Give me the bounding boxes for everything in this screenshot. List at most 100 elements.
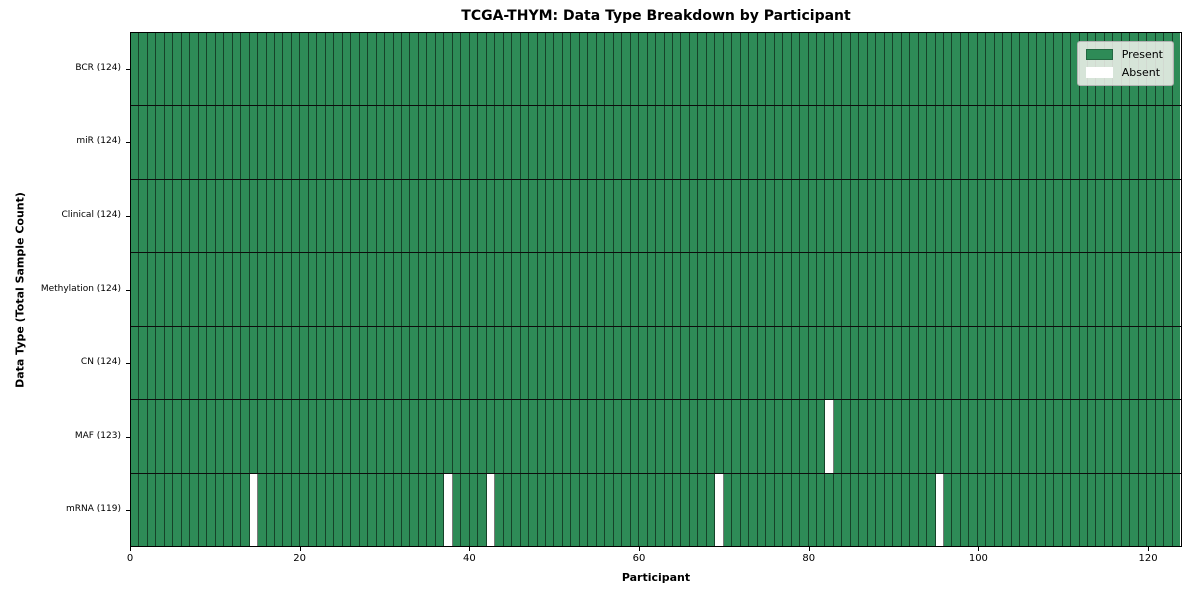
cell-present xyxy=(1028,253,1038,326)
cell-present xyxy=(156,33,165,106)
cell-present xyxy=(1121,400,1131,473)
cell-present xyxy=(977,33,987,106)
cell-present xyxy=(291,33,301,106)
cell-present xyxy=(274,400,284,473)
cell-present xyxy=(351,326,360,400)
cell-present xyxy=(825,473,834,546)
cell-absent xyxy=(825,400,834,473)
cell-present xyxy=(1172,179,1181,253)
cell-present xyxy=(486,179,496,253)
cell-present xyxy=(376,253,386,326)
cell-present xyxy=(317,106,326,179)
cell-present xyxy=(1079,326,1088,400)
y-axis: BCR (124) miR (124) Clinical (124) Methylat… xyxy=(0,32,130,547)
cell-present xyxy=(1104,106,1114,179)
cell-present xyxy=(1011,326,1021,400)
cell-present xyxy=(359,106,369,179)
cell-present xyxy=(927,33,936,106)
cell-present xyxy=(393,473,402,546)
cell-present xyxy=(994,473,1004,546)
cell-present xyxy=(385,179,394,253)
cell-present xyxy=(300,253,309,326)
cell-present xyxy=(791,106,801,179)
cell-present xyxy=(190,326,199,400)
cell-present xyxy=(224,253,233,326)
cell-present xyxy=(529,473,538,546)
cell-present xyxy=(478,326,487,400)
cell-present xyxy=(266,326,275,400)
cell-present xyxy=(181,400,191,473)
cell-present xyxy=(986,326,995,400)
cell-present xyxy=(215,326,225,400)
cell-present xyxy=(681,179,690,253)
cell-present xyxy=(1045,400,1055,473)
y-tick-mark xyxy=(126,289,130,291)
cell-present xyxy=(139,473,148,546)
cell-present xyxy=(1096,400,1105,473)
cell-present xyxy=(876,179,885,253)
cell-present xyxy=(1020,106,1029,179)
cell-present xyxy=(1096,473,1105,546)
cell-present xyxy=(317,400,326,473)
y-tick-label: mRNA (119) xyxy=(66,504,121,515)
cell-present xyxy=(376,179,386,253)
cell-present xyxy=(647,473,657,546)
cell-present xyxy=(918,179,928,253)
cell-absent xyxy=(444,473,453,546)
cell-present xyxy=(876,326,885,400)
cell-present xyxy=(368,33,377,106)
cell-present xyxy=(1079,106,1088,179)
cell-present xyxy=(664,33,673,106)
cell-present xyxy=(884,326,894,400)
cell-present xyxy=(503,179,513,253)
cell-present xyxy=(740,179,750,253)
cell-present xyxy=(867,400,877,473)
cell-present xyxy=(783,179,792,253)
cell-present xyxy=(944,253,953,326)
cell-present xyxy=(410,106,419,179)
cell-present xyxy=(673,179,682,253)
cell-present xyxy=(418,33,428,106)
cell-present xyxy=(334,106,343,179)
cell-present xyxy=(944,473,953,546)
cell-present xyxy=(859,106,868,179)
cell-present xyxy=(630,179,640,253)
cell-present xyxy=(351,179,360,253)
cell-present xyxy=(935,326,944,400)
cell-present xyxy=(486,33,496,106)
cell-present xyxy=(258,400,267,473)
cell-present xyxy=(876,473,885,546)
cell-present xyxy=(605,106,614,179)
cell-present xyxy=(545,33,555,106)
cell-present xyxy=(402,179,411,253)
cell-present xyxy=(529,253,538,326)
cell-present xyxy=(850,400,860,473)
heatmap-row-cn xyxy=(131,326,1181,401)
cell-present xyxy=(1071,473,1080,546)
y-tick-label: miR (124) xyxy=(76,136,121,147)
cell-present xyxy=(359,253,369,326)
cell-present xyxy=(291,400,301,473)
cell-present xyxy=(723,473,733,546)
cell-present xyxy=(334,400,343,473)
cell-present xyxy=(359,326,369,400)
cell-present xyxy=(325,33,335,106)
cell-present xyxy=(562,106,572,179)
cell-present xyxy=(893,400,902,473)
cell-present xyxy=(241,106,250,179)
cell-present xyxy=(1062,326,1072,400)
cell-present xyxy=(131,400,140,473)
cell-present xyxy=(274,33,284,106)
cell-present xyxy=(944,400,953,473)
cell-present xyxy=(884,473,894,546)
cell-present xyxy=(673,400,682,473)
cell-present xyxy=(850,33,860,106)
cell-present xyxy=(342,326,352,400)
cell-present xyxy=(1037,33,1046,106)
cell-present xyxy=(241,253,250,326)
cell-present xyxy=(791,326,801,400)
cell-present xyxy=(757,473,767,546)
cell-present xyxy=(461,473,470,546)
cell-present xyxy=(1062,179,1072,253)
cell-present xyxy=(478,106,487,179)
